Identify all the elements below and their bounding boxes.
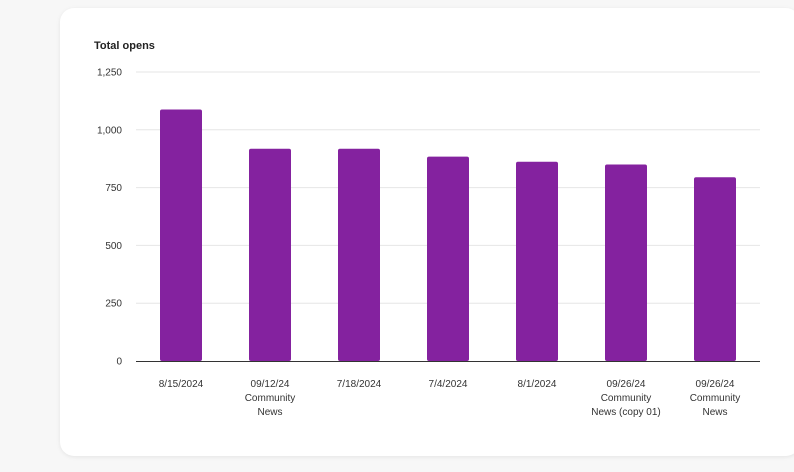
bar[interactable] xyxy=(605,164,647,361)
x-tick-label: 09/26/24 Community News xyxy=(690,379,741,418)
bar[interactable] xyxy=(160,109,202,361)
y-tick-label: 0 xyxy=(116,357,122,368)
bar[interactable] xyxy=(338,148,380,361)
x-tick-label: 7/18/2024 xyxy=(337,379,382,390)
y-axis-ticks: 0 250 500 750 1,000 1,250 xyxy=(97,68,122,368)
y-tick-label: 500 xyxy=(105,241,122,252)
x-tick-label: 09/12/24 Community News xyxy=(245,379,296,418)
x-tick-label: 8/15/2024 xyxy=(159,379,204,390)
y-tick-label: 1,000 xyxy=(97,125,122,136)
y-tick-label: 750 xyxy=(105,183,122,194)
chart-title: Total opens xyxy=(94,40,155,52)
x-tick-label: 7/4/2024 xyxy=(429,379,468,390)
bars xyxy=(160,109,736,361)
x-axis-ticks: 8/15/2024 09/12/24 Community News 7/18/2024 7… xyxy=(159,379,741,418)
x-tick-label: 09/26/24 Community News (copy 01) xyxy=(591,379,660,418)
y-tick-label: 1,250 xyxy=(97,68,122,79)
bar[interactable] xyxy=(427,156,469,361)
bar[interactable] xyxy=(249,148,291,361)
y-tick-label: 250 xyxy=(105,299,122,310)
bar[interactable] xyxy=(516,161,558,361)
bar[interactable] xyxy=(694,177,736,361)
x-tick-label: 8/1/2024 xyxy=(518,379,557,390)
